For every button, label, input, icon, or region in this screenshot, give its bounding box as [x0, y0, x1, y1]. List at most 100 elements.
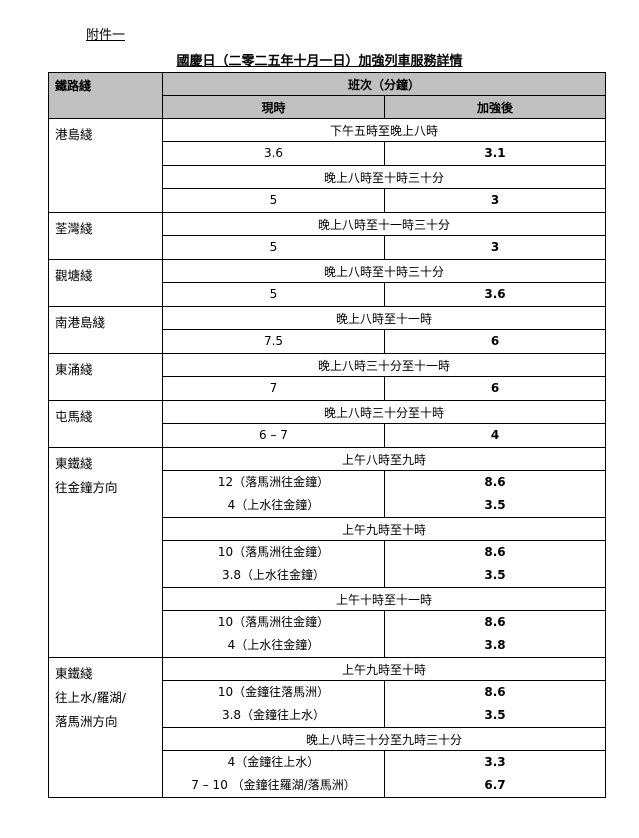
current-headway: 4（金鐘往上水）: [227, 755, 320, 769]
service-table: 鐵路綫 班次（分鐘） 現時 加強後 港島綫 下午五時至晚上八時 3.6 3.1 晚上八時…: [48, 72, 606, 798]
period: 晚上八時至十時三十分: [162, 259, 606, 283]
current-headway-cell: 7: [162, 376, 385, 401]
period: 上午九時至十時: [162, 517, 606, 541]
period-row: 荃灣綫 晚上八時至十一時三十分: [48, 212, 606, 260]
headway-row: 5 3.6: [49, 282, 606, 307]
current-headway-cell: 4（金鐘往上水） 7 – 10 （金鐘往羅湖/落馬洲）: [162, 750, 385, 798]
enhanced-headway: 3.5: [484, 708, 506, 722]
current-headway: 10（落馬洲往金鐘）: [217, 615, 330, 629]
headway-row: 10（金鐘往落馬洲） 3.8（金鐘往上水） 8.6 3.5: [49, 680, 606, 728]
enhanced-headway: 8.6: [484, 685, 506, 699]
enhanced-headway: 3.8: [484, 638, 506, 652]
header-current: 現時: [162, 95, 385, 119]
current-headway: 3.8（上水往金鐘）: [221, 568, 326, 582]
period: 晚上八時至十一時三十分: [162, 212, 606, 236]
enhanced-headway: 3.5: [484, 498, 506, 512]
current-headway: 7.5: [263, 334, 284, 348]
annex-label: 附件一: [86, 28, 126, 43]
period-row: 上午十時至十一時: [49, 587, 606, 611]
rail-line-name-part: 落馬洲方向: [55, 714, 118, 729]
enhanced-headway: 3.1: [484, 146, 506, 160]
enhanced-headway-cell: 8.6 3.5: [384, 680, 606, 728]
enhanced-headway: 8.6: [484, 475, 506, 489]
enhanced-headway: 6: [490, 334, 500, 348]
enhanced-headway: 3: [490, 193, 500, 207]
period: 下午五時至晚上八時: [162, 118, 606, 142]
enhanced-headway: 3.6: [484, 287, 506, 301]
current-headway: 10（落馬洲往金鐘）: [217, 545, 330, 559]
period-row: 南港島綫 晚上八時至十一時: [48, 306, 606, 354]
header-enhanced: 加強後: [384, 95, 606, 119]
current-headway: 6 – 7: [259, 428, 288, 442]
rail-line-name: 港島綫: [48, 118, 163, 213]
current-headway-cell: 12（落馬洲往金鐘） 4（上水往金鐘）: [162, 470, 385, 518]
period: 上午九時至十時: [162, 657, 606, 681]
enhanced-headway: 8.6: [484, 545, 506, 559]
rail-line-name-part: 往上水/羅湖/: [55, 690, 126, 705]
headway-row: 10（落馬洲往金鐘） 4（上水往金鐘） 8.6 3.8: [49, 610, 606, 658]
current-headway-cell: 10（金鐘往落馬洲） 3.8（金鐘往上水）: [162, 680, 385, 728]
enhanced-headway: 3.3: [484, 755, 506, 769]
current-headway-cell: 5: [162, 282, 385, 307]
period: 晚上八時至十時三十分: [162, 165, 606, 189]
header-row: 鐵路綫 班次（分鐘）: [48, 72, 606, 119]
rail-line-name-part: 東涌綫: [55, 362, 93, 377]
rail-line-name-part: 東鐵綫: [55, 666, 93, 681]
rail-line-name: 東鐵綫 往金鐘方向: [48, 447, 163, 658]
period: 上午十時至十一時: [162, 587, 606, 611]
enhanced-headway-cell: 3: [384, 235, 606, 260]
current-headway-cell: 5: [162, 188, 385, 213]
period: 晚上八時三十分至十時: [162, 400, 606, 424]
rail-line-name-part: 荃灣綫: [55, 221, 93, 236]
rail-line-name-part: 觀塘綫: [55, 268, 93, 283]
period-row: 東鐵綫 往金鐘方向 上午八時至九時: [48, 447, 606, 658]
current-headway-cell: 10（落馬洲往金鐘） 4（上水往金鐘）: [162, 610, 385, 658]
rail-line-name-part: 東鐵綫: [55, 456, 93, 471]
enhanced-headway: 8.6: [484, 615, 506, 629]
current-headway-cell: 6 – 7: [162, 423, 385, 448]
enhanced-headway-cell: 8.6 3.5: [384, 470, 606, 518]
period-row: 東鐵綫 往上水/羅湖/落馬洲方向 上午九時至十時: [48, 657, 606, 798]
enhanced-headway: 6.7: [484, 778, 506, 792]
enhanced-headway-cell: 3.6: [384, 282, 606, 307]
enhanced-headway-cell: 8.6 3.5: [384, 540, 606, 588]
period-row: 晚上八時三十分至九時三十分: [49, 727, 606, 751]
current-headway: 3.8（金鐘往上水）: [221, 708, 326, 722]
rail-line-name: 東涌綫: [48, 353, 163, 401]
enhanced-headway: 3.5: [484, 568, 506, 582]
period: 晚上八時至十一時: [162, 306, 606, 330]
current-headway-cell: 3.6: [162, 141, 385, 166]
rail-line-name: 東鐵綫往上水/羅湖/落馬洲方向: [48, 657, 163, 798]
rail-line-name-part: 屯馬綫: [55, 409, 93, 424]
enhanced-headway-cell: 8.6 3.8: [384, 610, 606, 658]
header-headway: 班次（分鐘）: [162, 72, 606, 96]
enhanced-headway-cell: 3: [384, 188, 606, 213]
current-headway-cell: 7.5: [162, 329, 385, 354]
rail-line-name: 屯馬綫: [48, 400, 163, 448]
period-row: 港島綫 下午五時至晚上八時: [48, 118, 606, 213]
headway-row: 7.5 6: [49, 329, 606, 354]
rail-line-name: 南港島綫: [48, 306, 163, 354]
current-headway: 10（金鐘往落馬洲）: [217, 685, 330, 699]
enhanced-headway: 3: [490, 240, 500, 254]
current-headway: 12（落馬洲往金鐘）: [217, 475, 330, 489]
period-row: 晚上八時至十時三十分: [49, 165, 606, 189]
rail-line-name-part: 南港島綫: [55, 315, 106, 330]
period-row: 屯馬綫 晚上八時三十分至十時: [48, 400, 606, 448]
period: 晚上八時三十分至九時三十分: [162, 727, 606, 751]
document-title: 國慶日（二零二五年十月一日）加強列車服務詳情: [176, 54, 463, 69]
enhanced-headway-cell: 6: [384, 376, 606, 401]
enhanced-headway-cell: 4: [384, 423, 606, 448]
current-headway: 4（上水往金鐘）: [227, 498, 320, 512]
header-line: 鐵路綫: [48, 72, 163, 119]
enhanced-headway-cell: 3.1: [384, 141, 606, 166]
enhanced-headway: 4: [490, 428, 500, 442]
current-headway: 3.6: [263, 146, 284, 160]
headway-row: 12（落馬洲往金鐘） 4（上水往金鐘） 8.6 3.5: [49, 470, 606, 518]
current-headway: 4（上水往金鐘）: [227, 638, 320, 652]
rail-line-name-part: 往金鐘方向: [55, 480, 118, 495]
headway-row: 3.6 3.1: [49, 141, 606, 166]
current-headway: 5: [269, 287, 278, 301]
period-row: 東涌綫 晚上八時三十分至十一時: [48, 353, 606, 401]
